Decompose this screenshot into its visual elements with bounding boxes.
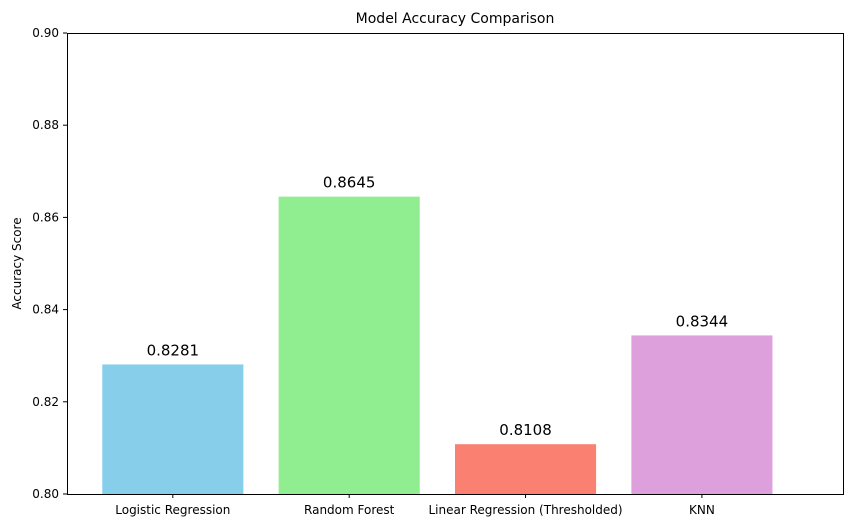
bar: [102, 364, 244, 494]
y-tick-label: 0.90: [32, 26, 59, 40]
data-labels: 0.8281 0.8645 0.8108 0.8344: [147, 174, 729, 440]
y-tick-label: 0.80: [32, 487, 59, 501]
plot-frame: [67, 33, 844, 495]
y-tick-label: 0.88: [32, 118, 59, 132]
bar: [631, 335, 773, 494]
y-axis-label: Accuracy Score: [10, 217, 24, 309]
x-tick-label: Linear Regression (Thresholded): [429, 503, 623, 517]
bar-value-label: 0.8108: [499, 421, 552, 439]
chart-title: Model Accuracy Comparison: [356, 11, 555, 27]
x-tick-label: Logistic Regression: [115, 503, 230, 517]
bar-value-label: 0.8344: [676, 312, 729, 330]
bar-value-label: 0.8645: [323, 174, 376, 192]
bar: [455, 444, 597, 494]
y-tick-label: 0.86: [32, 210, 59, 224]
bar-value-label: 0.8281: [147, 341, 200, 359]
x-tick-label: KNN: [689, 503, 715, 517]
bars: [102, 196, 773, 494]
y-tick-label: 0.84: [32, 303, 59, 317]
axis-ticks: 0.80 0.82 0.84 0.86 0.88 0.90 Logistic Regress…: [32, 26, 715, 517]
y-tick-label: 0.82: [32, 395, 59, 409]
bar: [278, 196, 420, 494]
x-tick-label: Random Forest: [304, 503, 395, 517]
